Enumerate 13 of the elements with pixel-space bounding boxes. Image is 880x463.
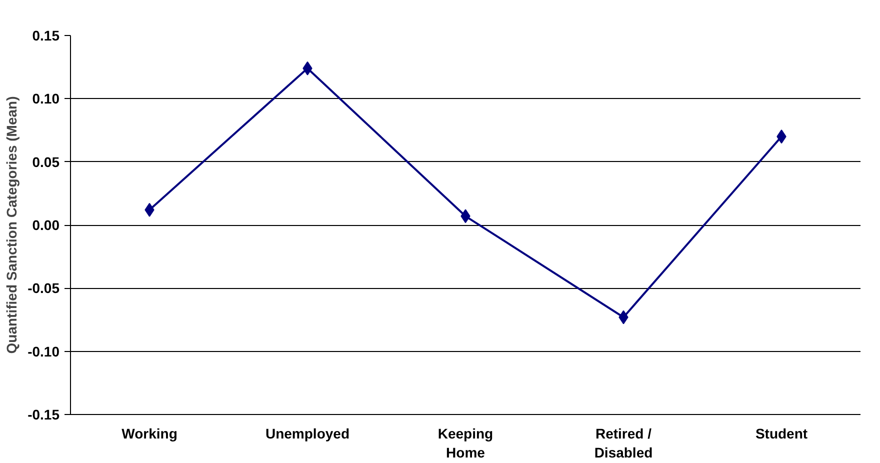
x-tick-label: Unemployed [265, 426, 350, 442]
y-tick-label: 0.05 [32, 154, 60, 170]
y-tick-label: 0.10 [32, 90, 60, 107]
y-axis-title: Quantified Sanction Categories (Mean) [4, 96, 20, 354]
y-tick-label: -0.05 [28, 280, 60, 296]
x-tick-label: Working [122, 426, 178, 442]
x-tick-label: Keeping Home [438, 426, 494, 461]
y-tick-label: -0.10 [28, 343, 60, 360]
y-tick-label: -0.15 [28, 406, 60, 422]
x-tick-label: Retired / Disabled [594, 426, 653, 461]
y-tick-label: 0.15 [32, 28, 60, 44]
y-tick-label: 0.00 [32, 217, 60, 233]
x-tick-label: Student [755, 426, 808, 442]
